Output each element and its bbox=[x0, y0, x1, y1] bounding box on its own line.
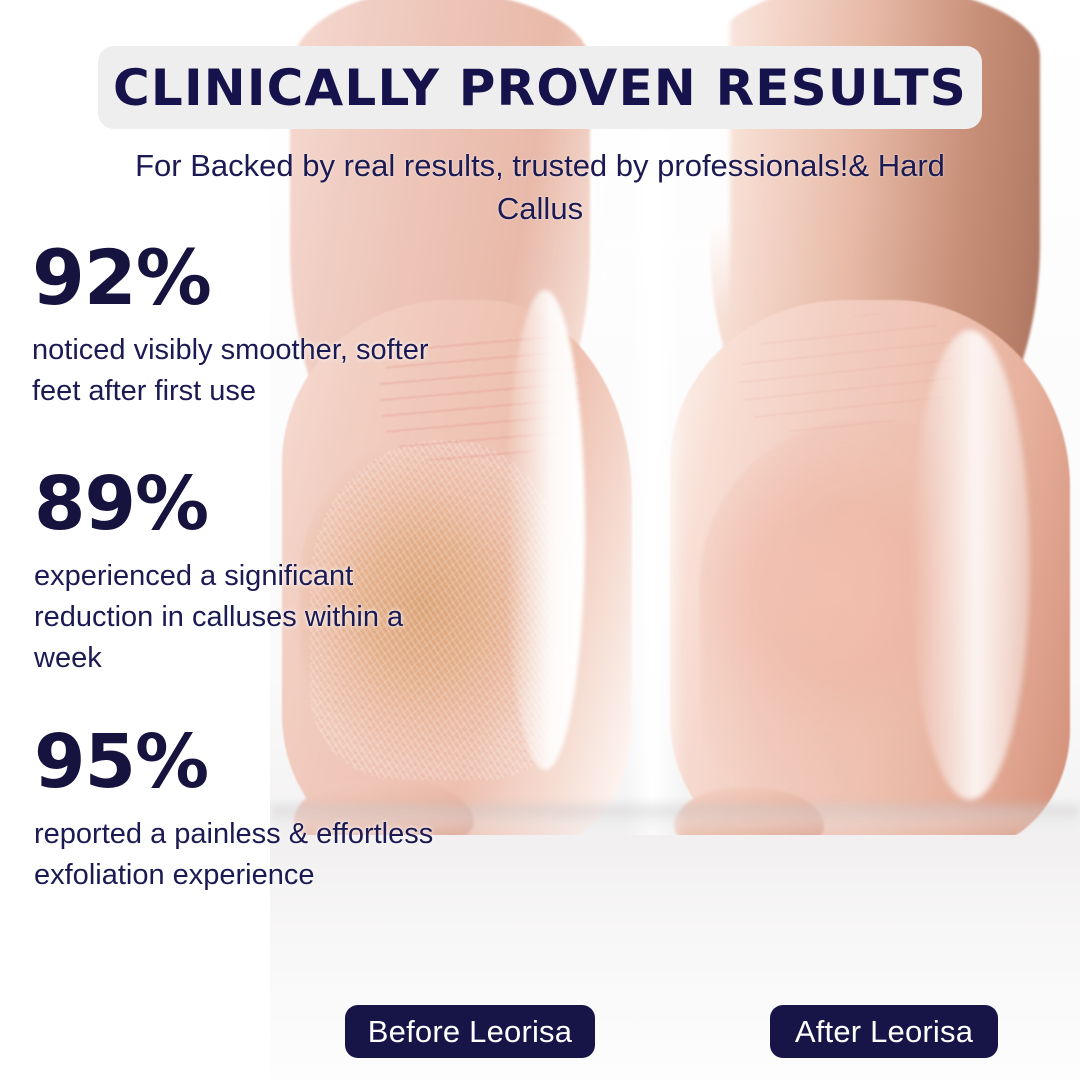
left-foot-highlight-edge bbox=[505, 290, 585, 770]
page-title: CLINICALLY PROVEN RESULTS bbox=[113, 58, 967, 117]
text-panel-background bbox=[0, 0, 270, 1080]
right-foot-highlight-edge bbox=[910, 330, 1030, 800]
stat-percent: 95% bbox=[34, 719, 209, 805]
stat-description: noticed visibly smoother, softer feet af… bbox=[32, 334, 429, 407]
stat-percent: 92% bbox=[32, 233, 212, 322]
stat-percent: 89% bbox=[34, 461, 209, 547]
headline-banner: CLINICALLY PROVEN RESULTS bbox=[98, 46, 982, 129]
stat-block: 95% reported a painless & effortless exf… bbox=[34, 724, 454, 896]
stat-block: 92% noticed visibly smoother, softer fee… bbox=[32, 240, 452, 412]
stat-description: experienced a significant reduction in c… bbox=[34, 560, 404, 674]
stat-block: 89% experienced a significant reduction … bbox=[34, 466, 454, 679]
subtitle-text: For Backed by real results, trusted by p… bbox=[135, 148, 945, 226]
before-label-badge: Before Leorisa bbox=[345, 1005, 595, 1058]
after-label-badge: After Leorisa bbox=[770, 1005, 998, 1058]
before-after-feet-photo bbox=[270, 0, 1080, 1080]
stat-description: reported a painless & effortless exfolia… bbox=[34, 818, 434, 891]
between-feet-gap bbox=[625, 0, 685, 860]
